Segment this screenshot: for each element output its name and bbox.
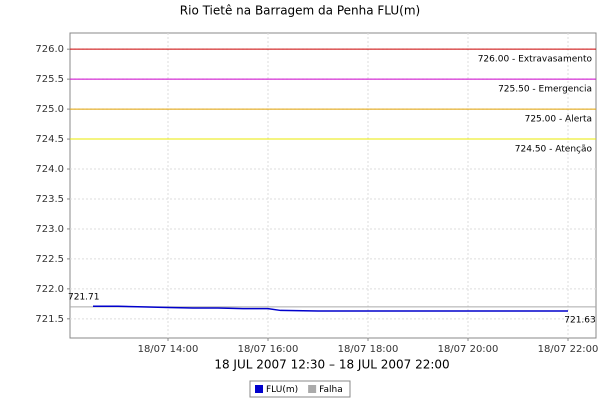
threshold-label: 726.00 - Extravasamento: [478, 55, 593, 65]
chart-subtitle: 18 JUL 2007 12:30 – 18 JUL 2007 22:00: [214, 358, 449, 372]
series-line: [93, 305, 568, 312]
chart-title: Rio Tietê na Barragem da Penha FLU(m): [180, 4, 420, 18]
y-tick-label: 723.5: [35, 194, 64, 205]
y-tick-label: 724.0: [35, 164, 64, 175]
legend-label: FLU(m): [266, 385, 298, 395]
annotation: 721.63: [564, 316, 596, 326]
x-tick-label: 18/07 14:00: [138, 344, 199, 355]
y-tick-label: 724.5: [35, 134, 64, 145]
legend-box: [249, 380, 351, 398]
x-tick-label: 18/07 18:00: [338, 344, 399, 355]
plot-area: [69, 32, 597, 339]
legend-swatch: [255, 385, 263, 393]
y-tick-label: 722.0: [35, 284, 64, 295]
y-tick-label: 721.5: [35, 314, 64, 325]
x-tick-label: 18/07 16:00: [238, 344, 299, 355]
legend-swatch: [308, 385, 317, 393]
y-tick-label: 725.5: [35, 74, 64, 85]
y-tick-label: 723.0: [35, 224, 64, 235]
threshold-label: 725.00 - Alerta: [525, 115, 592, 125]
y-tick-label: 722.5: [35, 254, 64, 265]
legend-label: Falha: [319, 385, 343, 395]
x-tick-label: 18/07 20:00: [438, 344, 499, 355]
threshold-label: 724.50 - Atenção: [515, 145, 593, 155]
x-tick-label: 18/07 22:00: [538, 344, 599, 355]
threshold-label: 725.50 - Emergencia: [498, 85, 592, 95]
y-tick-label: 725.0: [35, 104, 64, 115]
y-tick-label: 726.0: [35, 44, 64, 55]
annotation: 721.71: [68, 293, 100, 303]
